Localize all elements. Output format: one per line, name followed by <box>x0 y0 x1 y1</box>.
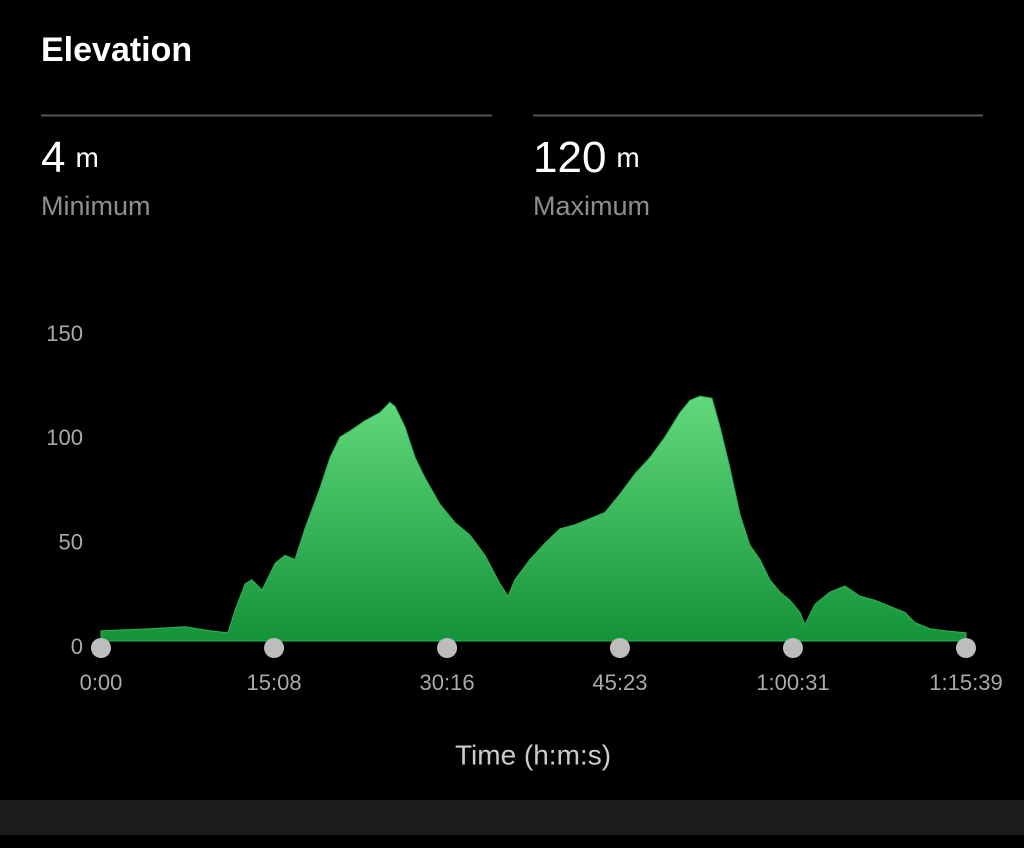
x-tick-dot <box>264 638 285 658</box>
x-tick-dot <box>437 638 458 658</box>
x-tick-dot <box>782 638 803 658</box>
y-tick-label: 0 <box>71 634 83 659</box>
stat-value: 120 <box>533 133 606 182</box>
x-tick-label: 30:16 <box>420 670 475 695</box>
bottom-bar <box>0 800 1024 835</box>
stat-unit: m <box>616 142 639 173</box>
stat-label: Maximum <box>533 191 650 221</box>
x-tick-label: 0:00 <box>80 670 123 695</box>
stat-unit: m <box>75 142 98 173</box>
x-tick-label: 1:15:39 <box>929 670 1002 695</box>
y-tick-label: 50 <box>59 529 83 554</box>
x-tick-label: 1:00:31 <box>756 670 829 695</box>
y-tick-label: 150 <box>46 321 83 346</box>
y-tick-label: 100 <box>46 425 83 450</box>
title: Elevation <box>41 31 192 69</box>
stat-label: Minimum <box>41 191 151 221</box>
x-tick-dot <box>609 638 630 658</box>
elevation-area <box>100 395 967 642</box>
x-tick-dot <box>956 638 976 658</box>
x-axis-title: Time (h:m:s) <box>455 739 611 770</box>
stat-value: 4 <box>41 133 65 182</box>
x-tick-label: 15:08 <box>247 670 302 695</box>
stat: 120 m <box>533 133 640 182</box>
x-tick-dot <box>91 638 111 658</box>
x-tick-label: 45:23 <box>592 670 647 695</box>
